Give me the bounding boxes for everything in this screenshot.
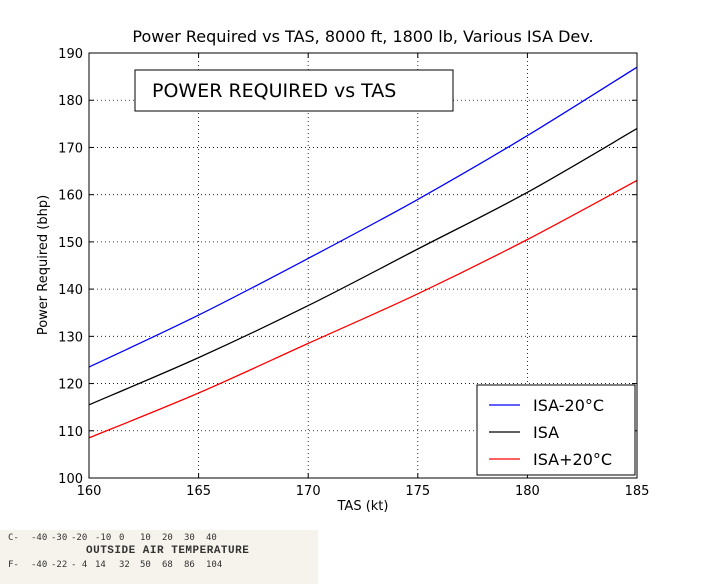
x-axis-title: TAS (kt) xyxy=(337,499,389,514)
oat-title: OUTSIDE AIR TEMPERATURE xyxy=(86,545,250,557)
y-tick-label: 150 xyxy=(58,236,83,251)
y-tick-label: 110 xyxy=(58,425,83,440)
y-axis-title: Power Required (bhp) xyxy=(36,195,51,335)
celsius-prefix: C- xyxy=(8,533,19,543)
y-tick-label: 100 xyxy=(58,472,83,487)
x-tick-label: 180 xyxy=(515,484,540,499)
plot-lines xyxy=(88,66,638,439)
annotation-box: POWER REQUIRED vs TAS xyxy=(134,69,454,112)
y-tick-label: 190 xyxy=(58,47,83,62)
fahrenheit-value: 86 xyxy=(184,560,195,570)
grid xyxy=(89,53,637,478)
legend-label: ISA-20°C xyxy=(533,396,604,415)
x-tick-label: 185 xyxy=(625,484,650,499)
legend-label: ISA xyxy=(533,423,559,442)
fahrenheit-prefix: F- xyxy=(8,560,19,570)
annotation-frame xyxy=(134,69,454,112)
y-tick-label: 180 xyxy=(58,94,83,109)
legend-label: ISA+20°C xyxy=(533,450,612,469)
plot-frame xyxy=(88,52,638,479)
celsius-value: 30 xyxy=(184,533,195,543)
y-tick-label: 120 xyxy=(58,378,83,393)
fahrenheit-value: 104 xyxy=(206,560,223,570)
axes-ticks: 160 165 170 175 180 185 100 110 120 130 140 150 160 1… xyxy=(58,47,649,499)
celsius-value: -40 xyxy=(31,533,48,543)
outside-air-temperature-scale: C- -40 -30 -20 -10 0 10 20 30 40 OUTSIDE AIR TEM… xyxy=(0,530,318,584)
fahrenheit-value: - 4 xyxy=(71,560,88,570)
x-tick-label: 175 xyxy=(405,484,430,499)
chart: Power Required vs TAS, 8000 ft, 1800 lb,… xyxy=(36,27,649,514)
series-line-1 xyxy=(88,128,638,406)
legend: ISA-20°C ISA ISA+20°C xyxy=(476,384,636,476)
y-tick-label: 140 xyxy=(58,283,83,298)
series-line-2 xyxy=(88,179,638,439)
celsius-value: -30 xyxy=(51,533,68,543)
celsius-value: 20 xyxy=(162,533,173,543)
fahrenheit-value: 14 xyxy=(95,560,106,570)
fahrenheit-value: 32 xyxy=(119,560,130,570)
fahrenheit-value: -40 xyxy=(31,560,48,570)
celsius-value: -10 xyxy=(95,533,112,543)
celsius-value: 10 xyxy=(140,533,151,543)
fahrenheit-value: 68 xyxy=(162,560,173,570)
y-tick-label: 170 xyxy=(58,141,83,156)
annotation-text: POWER REQUIRED vs TAS xyxy=(152,80,396,102)
y-tick-label: 130 xyxy=(58,330,83,345)
y-tick-label: 160 xyxy=(58,189,83,204)
celsius-value: -20 xyxy=(71,533,88,543)
legend-frame xyxy=(476,384,636,476)
x-tick-label: 170 xyxy=(296,484,321,499)
x-tick-label: 165 xyxy=(186,484,211,499)
fahrenheit-value: 50 xyxy=(140,560,151,570)
chart-title: Power Required vs TAS, 8000 ft, 1800 lb,… xyxy=(132,27,593,46)
fahrenheit-value: -22 xyxy=(51,560,68,570)
series-line-0 xyxy=(88,66,638,368)
celsius-value: 40 xyxy=(206,533,217,543)
x-tick-label: 160 xyxy=(77,484,102,499)
celsius-value: 0 xyxy=(119,533,125,543)
